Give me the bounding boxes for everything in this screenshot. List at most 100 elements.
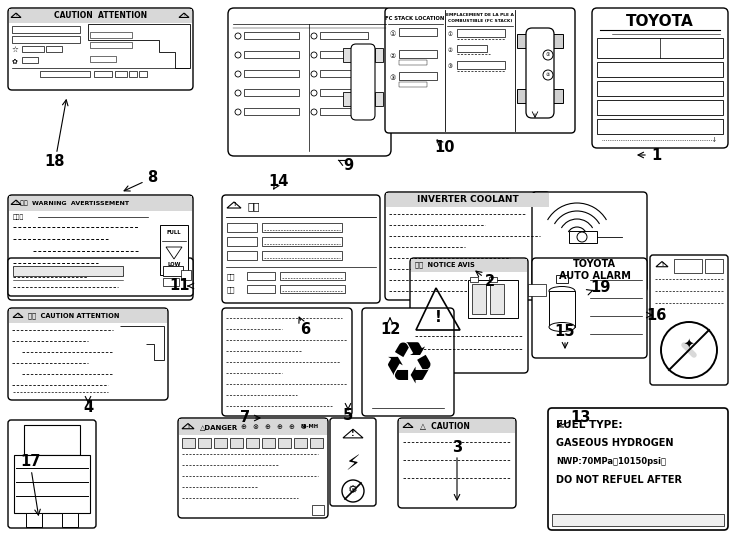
Text: ⊕: ⊕ <box>264 424 270 430</box>
Bar <box>262 223 342 232</box>
Bar <box>312 505 324 515</box>
Bar <box>278 438 291 448</box>
Bar <box>553 34 563 48</box>
Bar <box>262 251 342 260</box>
Bar <box>597 62 723 77</box>
Bar <box>597 100 723 115</box>
Bar <box>343 92 351 106</box>
Text: ⊗: ⊗ <box>300 424 306 430</box>
Text: FC STACK LOCATION: FC STACK LOCATION <box>385 16 445 21</box>
FancyBboxPatch shape <box>178 418 328 518</box>
Bar <box>489 277 497 282</box>
Bar <box>227 237 257 246</box>
Bar <box>470 277 478 282</box>
Text: 注意  CAUTION ATTENTION: 注意 CAUTION ATTENTION <box>28 313 120 319</box>
Text: ✿: ✿ <box>12 58 18 64</box>
Text: !: ! <box>15 13 17 17</box>
Text: !: ! <box>187 423 189 429</box>
Bar <box>163 278 179 286</box>
FancyBboxPatch shape <box>362 308 454 416</box>
Bar <box>181 270 191 280</box>
Bar <box>247 272 275 280</box>
Text: !: ! <box>351 429 355 438</box>
Bar <box>399 60 427 65</box>
Text: J: J <box>713 138 715 143</box>
Bar <box>9 196 192 211</box>
Bar <box>310 438 323 448</box>
Text: INVERTER COOLANT: INVERTER COOLANT <box>417 195 518 205</box>
Bar <box>343 48 351 62</box>
Bar <box>517 89 527 103</box>
FancyBboxPatch shape <box>222 195 380 303</box>
Bar <box>468 280 518 318</box>
Text: 19: 19 <box>590 280 610 295</box>
FancyBboxPatch shape <box>385 8 575 133</box>
Text: ⊗: ⊗ <box>252 424 258 430</box>
Text: AUTO ALARM: AUTO ALARM <box>559 271 631 281</box>
Text: ②: ② <box>546 72 550 78</box>
Text: 危険: 危険 <box>248 201 261 211</box>
Bar <box>411 259 527 272</box>
Text: 3: 3 <box>452 440 462 455</box>
FancyBboxPatch shape <box>532 192 647 292</box>
Text: !: ! <box>435 310 441 326</box>
Bar <box>569 231 597 243</box>
Text: 8: 8 <box>147 171 157 186</box>
Bar <box>674 259 702 273</box>
Bar <box>457 45 487 52</box>
Bar <box>13 266 123 276</box>
Text: ☆: ☆ <box>12 45 19 55</box>
Text: 冷却水: 冷却水 <box>13 214 24 220</box>
Bar <box>182 438 195 448</box>
Bar <box>597 81 723 96</box>
Bar <box>375 92 383 106</box>
Bar <box>90 42 132 48</box>
Bar <box>386 193 549 207</box>
Bar <box>262 237 342 246</box>
Bar <box>320 70 368 77</box>
Text: 17: 17 <box>20 455 40 469</box>
Ellipse shape <box>549 287 575 295</box>
Bar <box>399 28 437 36</box>
Bar <box>320 89 368 96</box>
Bar <box>399 419 515 433</box>
Bar <box>160 225 188 275</box>
Bar <box>597 119 723 134</box>
Text: TOYOTA: TOYOTA <box>626 15 694 30</box>
Text: LOW: LOW <box>167 262 181 267</box>
Text: 5: 5 <box>343 408 353 422</box>
Bar <box>399 50 437 58</box>
Bar <box>597 38 723 58</box>
Bar <box>553 89 563 103</box>
Bar <box>244 51 299 58</box>
Text: !: ! <box>183 13 185 17</box>
Bar <box>22 57 38 63</box>
Bar <box>22 46 44 52</box>
Text: 15: 15 <box>555 325 575 340</box>
Text: GASEOUS HYDROGEN: GASEOUS HYDROGEN <box>556 438 674 448</box>
Bar <box>294 438 307 448</box>
FancyBboxPatch shape <box>410 258 528 373</box>
Bar <box>528 284 546 296</box>
Bar <box>375 48 383 62</box>
FancyBboxPatch shape <box>526 28 554 118</box>
Text: 12: 12 <box>379 322 400 338</box>
FancyBboxPatch shape <box>222 308 352 416</box>
FancyBboxPatch shape <box>8 308 168 400</box>
Bar <box>244 32 299 39</box>
Bar <box>457 61 505 69</box>
Bar <box>552 514 724 526</box>
Bar <box>320 32 368 39</box>
FancyBboxPatch shape <box>532 258 647 358</box>
Bar <box>179 419 327 435</box>
Bar <box>244 108 299 115</box>
Text: TOYOTA: TOYOTA <box>573 259 616 269</box>
Bar <box>247 285 275 293</box>
Text: Ni-MH: Ni-MH <box>301 424 319 429</box>
Bar <box>227 223 257 232</box>
Text: 9: 9 <box>343 158 353 172</box>
Bar <box>9 309 167 323</box>
Bar <box>549 291 575 327</box>
Bar <box>24 425 80 455</box>
Text: 16: 16 <box>646 307 666 322</box>
